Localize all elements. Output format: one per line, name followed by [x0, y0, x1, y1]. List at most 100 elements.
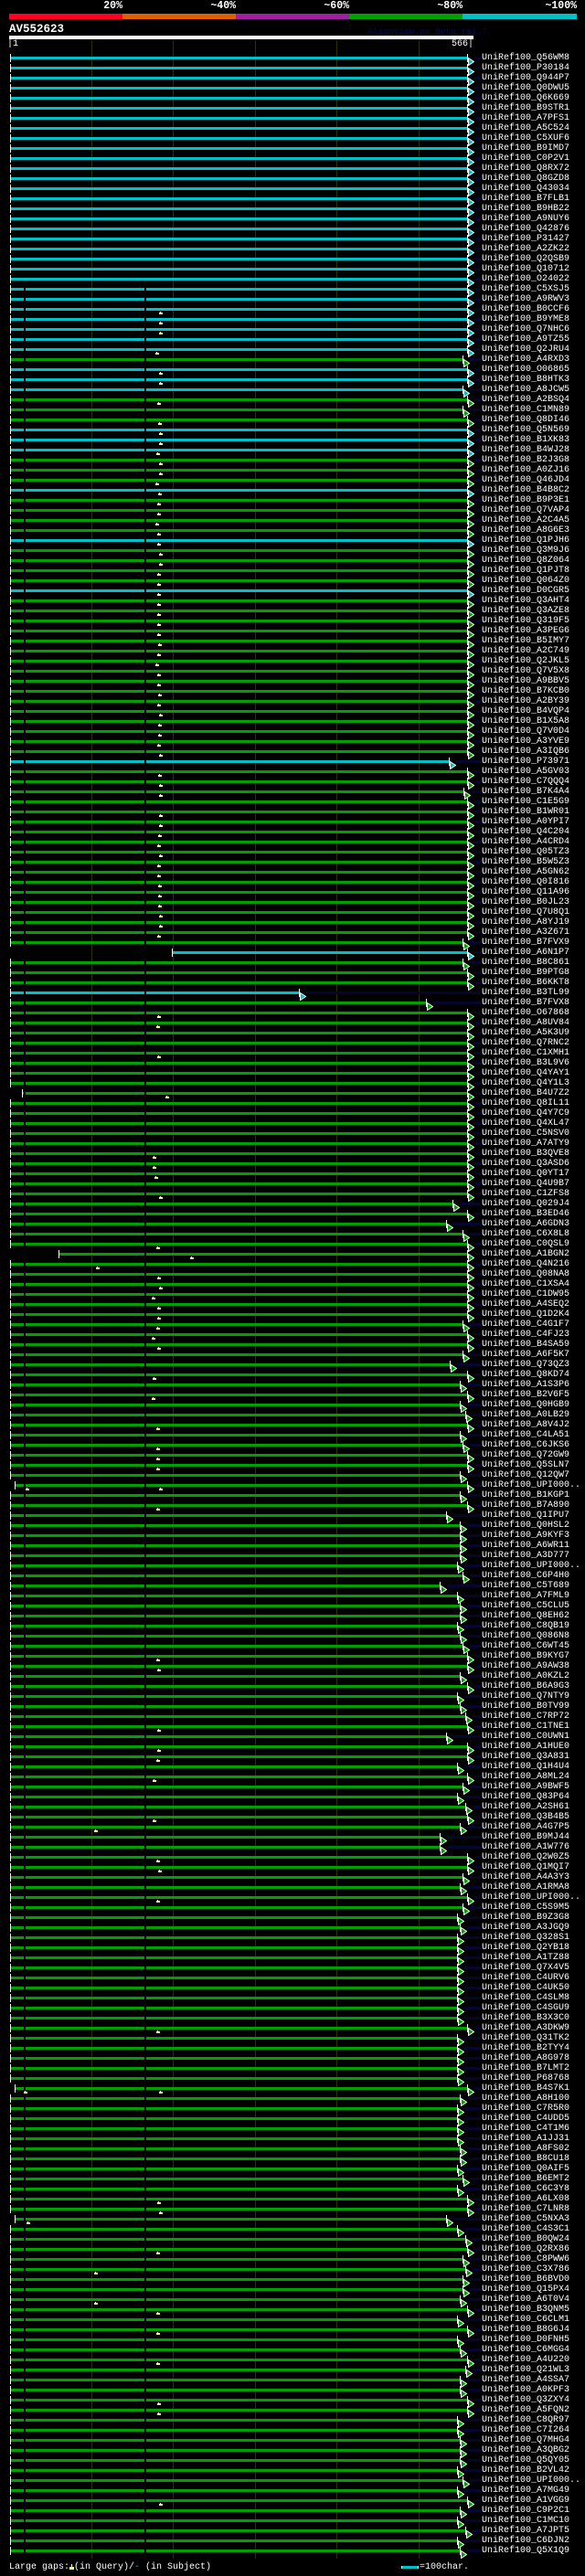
- alignment-row[interactable]: UniRef100_Q1PJH6: [0, 535, 585, 549]
- alignment-row[interactable]: UniRef100_A3JGQ9: [0, 1923, 585, 1936]
- alignment-row[interactable]: UniRef100_B4B8C2: [0, 485, 585, 499]
- alignment-row[interactable]: UniRef100_A6LX08: [0, 2194, 585, 2208]
- alignment-row[interactable]: UniRef100_Q42876: [0, 224, 585, 238]
- alignment-row[interactable]: UniRef100_C7RP72: [0, 1712, 585, 1725]
- alignment-row[interactable]: UniRef100_C6CLM1: [0, 2315, 585, 2328]
- alignment-row[interactable]: UniRef100_B4SA59: [0, 1340, 585, 1353]
- alignment-row[interactable]: UniRef100_Q2QSB9: [0, 254, 585, 268]
- alignment-row[interactable]: UniRef100_B0QW24: [0, 2234, 585, 2248]
- alignment-row[interactable]: UniRef100_C5XUF6: [0, 133, 585, 147]
- alignment-row[interactable]: UniRef100_A5C524: [0, 123, 585, 137]
- alignment-row[interactable]: UniRef100_A1VGG9: [0, 2496, 585, 2509]
- alignment-row[interactable]: UniRef100_Q2RX86: [0, 2244, 585, 2258]
- alignment-row[interactable]: UniRef100_Q46JD4: [0, 475, 585, 489]
- alignment-row[interactable]: UniRef100_C1MN89: [0, 405, 585, 419]
- alignment-row[interactable]: UniRef100_C4FJ23: [0, 1330, 585, 1343]
- alignment-row[interactable]: UniRef100_A1JJ31: [0, 2134, 585, 2147]
- alignment-row[interactable]: UniRef100_O24022: [0, 274, 585, 288]
- alignment-row[interactable]: UniRef100_Q31TK2: [0, 2033, 585, 2047]
- alignment-row[interactable]: UniRef100_C8PWW6: [0, 2254, 585, 2268]
- alignment-row[interactable]: UniRef100_A7MG49: [0, 2486, 585, 2499]
- alignment-row[interactable]: UniRef100_C6WT45: [0, 1641, 585, 1655]
- alignment-row[interactable]: UniRef100_Q029J4: [0, 1199, 585, 1213]
- alignment-row[interactable]: UniRef100_Q2YB18: [0, 1943, 585, 1956]
- alignment-row[interactable]: UniRef100_C5CLU5: [0, 1601, 585, 1615]
- alignment-row[interactable]: UniRef100_B4VQP4: [0, 706, 585, 720]
- alignment-row[interactable]: UniRef100_B2TYY4: [0, 2043, 585, 2057]
- alignment-row[interactable]: UniRef100_B9YME8: [0, 314, 585, 328]
- alignment-row[interactable]: UniRef100_A8JCW5: [0, 385, 585, 398]
- alignment-row[interactable]: UniRef100_C4SLM8: [0, 1993, 585, 2007]
- alignment-row[interactable]: UniRef100_Q43034: [0, 184, 585, 197]
- alignment-row[interactable]: UniRef100_Q3AZE8: [0, 606, 585, 620]
- alignment-row[interactable]: UniRef100_Q086N8: [0, 1631, 585, 1645]
- alignment-row[interactable]: UniRef100_A2C4A5: [0, 515, 585, 529]
- alignment-row[interactable]: UniRef100_A9BBV5: [0, 676, 585, 690]
- alignment-row[interactable]: UniRef100_B3X3C0: [0, 2013, 585, 2027]
- alignment-row[interactable]: UniRef100_Q3AHT4: [0, 596, 585, 610]
- alignment-row[interactable]: UniRef100_C7I264: [0, 2425, 585, 2439]
- alignment-row[interactable]: UniRef100_Q11A96: [0, 887, 585, 901]
- alignment-row[interactable]: UniRef100_A8UV84: [0, 1018, 585, 1032]
- alignment-row[interactable]: UniRef100_B7FVX8: [0, 998, 585, 1012]
- alignment-row[interactable]: UniRef100_Q8EH62: [0, 1611, 585, 1625]
- alignment-row[interactable]: UniRef100_C4UDD5: [0, 2114, 585, 2127]
- alignment-row[interactable]: UniRef100_B7FVX9: [0, 938, 585, 951]
- alignment-row[interactable]: UniRef100_B3QVE8: [0, 1149, 585, 1162]
- alignment-row[interactable]: UniRef100_A4CRD4: [0, 837, 585, 851]
- alignment-row[interactable]: UniRef100_Q7VAP4: [0, 505, 585, 519]
- alignment-row[interactable]: UniRef100_Q05TZ3: [0, 847, 585, 861]
- alignment-row[interactable]: UniRef100_Q0HGB9: [0, 1400, 585, 1414]
- alignment-row[interactable]: UniRef100_C4LA51: [0, 1430, 585, 1444]
- alignment-row[interactable]: UniRef100_A5GV03: [0, 767, 585, 780]
- alignment-row[interactable]: UniRef100_Q1MQI7: [0, 1862, 585, 1876]
- alignment-row[interactable]: UniRef100_B9PTG8: [0, 968, 585, 981]
- alignment-row[interactable]: UniRef100_A7FML9: [0, 1591, 585, 1605]
- alignment-row[interactable]: UniRef100_C6C3Y8: [0, 2184, 585, 2198]
- alignment-row[interactable]: UniRef100_A2SH61: [0, 1802, 585, 1816]
- alignment-row[interactable]: UniRef100_D0CGR5: [0, 586, 585, 599]
- alignment-row[interactable]: UniRef100_B0CCF6: [0, 304, 585, 318]
- alignment-row[interactable]: UniRef100_B6EMT2: [0, 2174, 585, 2188]
- alignment-row[interactable]: UniRef100_A7ATY9: [0, 1139, 585, 1152]
- alignment-row[interactable]: UniRef100_C0UWN1: [0, 1732, 585, 1745]
- alignment-row[interactable]: UniRef100_Q1D2K4: [0, 1309, 585, 1323]
- alignment-row[interactable]: UniRef100_C1XSA4: [0, 1279, 585, 1293]
- alignment-row[interactable]: UniRef100_UPI000..: [0, 2475, 585, 2489]
- alignment-row[interactable]: UniRef100_A1TZ88: [0, 1953, 585, 1966]
- alignment-row[interactable]: UniRef100_Q21WL3: [0, 2365, 585, 2379]
- alignment-row[interactable]: UniRef100_Q3M9J6: [0, 546, 585, 559]
- alignment-row[interactable]: UniRef100_Q8KD74: [0, 1370, 585, 1383]
- alignment-row[interactable]: UniRef100_Q7V5X8: [0, 666, 585, 680]
- alignment-row[interactable]: UniRef100_Q0I816: [0, 877, 585, 891]
- alignment-row[interactable]: UniRef100_B6A9G3: [0, 1681, 585, 1695]
- alignment-row[interactable]: UniRef100_B1WR01: [0, 807, 585, 821]
- alignment-row[interactable]: UniRef100_B9Z3G8: [0, 1913, 585, 1926]
- alignment-row[interactable]: UniRef100_UPI000..: [0, 1892, 585, 1906]
- alignment-row[interactable]: UniRef100_Q8Z064: [0, 556, 585, 569]
- alignment-row[interactable]: UniRef100_P68768: [0, 2073, 585, 2087]
- alignment-row[interactable]: UniRef100_B9MJ44: [0, 1832, 585, 1846]
- alignment-row[interactable]: UniRef100_C5S9M5: [0, 1903, 585, 1916]
- alignment-row[interactable]: UniRef100_B6BVD0: [0, 2274, 585, 2288]
- alignment-row[interactable]: UniRef100_Q328S1: [0, 1933, 585, 1946]
- alignment-row[interactable]: UniRef100_C5NXA3: [0, 2214, 585, 2228]
- alignment-row[interactable]: UniRef100_A3PEG6: [0, 626, 585, 640]
- alignment-row[interactable]: UniRef100_Q8IL11: [0, 1098, 585, 1112]
- alignment-row[interactable]: UniRef100_Q73QZ3: [0, 1360, 585, 1373]
- alignment-row[interactable]: UniRef100_Q4N216: [0, 1259, 585, 1273]
- alignment-row[interactable]: UniRef100_C1MC10: [0, 2516, 585, 2529]
- alignment-row[interactable]: UniRef100_C6JKS6: [0, 1440, 585, 1454]
- alignment-row[interactable]: UniRef100_C4SGU9: [0, 2003, 585, 2017]
- alignment-row[interactable]: UniRef100_Q0HSL2: [0, 1521, 585, 1534]
- alignment-row[interactable]: UniRef100_Q0DWU5: [0, 83, 585, 97]
- alignment-row[interactable]: UniRef100_B7FLB1: [0, 194, 585, 207]
- alignment-row[interactable]: UniRef100_A1RMA8: [0, 1882, 585, 1896]
- alignment-row[interactable]: UniRef100_B1X5A8: [0, 716, 585, 730]
- alignment-row[interactable]: UniRef100_Q4Y7C9: [0, 1108, 585, 1122]
- alignment-row[interactable]: UniRef100_UPI000..: [0, 1480, 585, 1494]
- alignment-row[interactable]: UniRef100_B6KKT8: [0, 978, 585, 991]
- alignment-row[interactable]: UniRef100_Q0AIF5: [0, 2164, 585, 2178]
- alignment-row[interactable]: UniRef100_Q1H4U4: [0, 1762, 585, 1776]
- alignment-row[interactable]: UniRef100_B8HTK3: [0, 375, 585, 388]
